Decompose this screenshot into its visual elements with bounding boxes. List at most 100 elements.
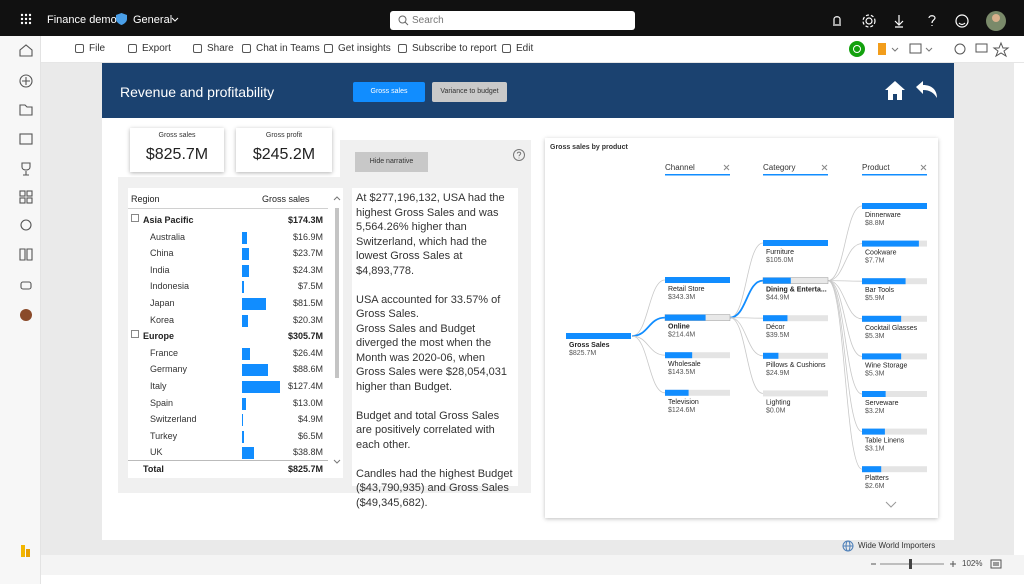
- row-name: Italy: [150, 381, 167, 391]
- node-bar[interactable]: [862, 203, 927, 209]
- connector: [729, 279, 764, 319]
- node-bar[interactable]: [763, 352, 779, 359]
- button-label: Variance to budget: [440, 88, 499, 95]
- node-bar[interactable]: [862, 315, 902, 322]
- workspace-name[interactable]: General: [133, 14, 173, 26]
- group-total: $174.3M: [287, 215, 323, 225]
- toolbar-icon: [398, 44, 407, 53]
- tab-button[interactable]: Gross sales: [353, 82, 425, 102]
- node-name: Platters: [865, 475, 889, 482]
- nav-buttons[interactable]: [882, 78, 942, 104]
- search-box[interactable]: [390, 11, 635, 30]
- narrative-text: Budget and total Gross Sales are positiv…: [356, 409, 500, 451]
- node-bar[interactable]: [763, 277, 791, 284]
- node-value: $0.0M: [766, 407, 786, 414]
- data-bar: [242, 430, 244, 443]
- narrative-paragraph: USA accounted for 33.57% of Gross Sales.…: [356, 293, 516, 395]
- data-bar: [242, 314, 249, 327]
- narrative: At $277,196,132, USA had the highest Gro…: [356, 191, 516, 525]
- root-bar: [566, 333, 631, 339]
- column-header[interactable]: Category: [763, 163, 795, 172]
- node-track: [862, 466, 927, 473]
- node-bar[interactable]: [862, 391, 886, 397]
- close-icon[interactable]: [723, 164, 730, 171]
- column-header[interactable]: Channel: [665, 163, 695, 172]
- fit-icon[interactable]: [990, 558, 1002, 570]
- row-value: $4.9M: [297, 414, 323, 425]
- data-bar: [242, 397, 246, 410]
- node-bar[interactable]: [665, 314, 706, 321]
- search-icon: [398, 15, 409, 26]
- expand-chevron[interactable]: [885, 501, 897, 508]
- node-value: $3.1M: [865, 446, 885, 453]
- report-title: Revenue and profitability: [120, 84, 275, 100]
- data-bar: [242, 231, 248, 244]
- narrative-paragraph: At $277,196,132, USA had the highest Gro…: [356, 191, 516, 278]
- card-value: $825.7M: [145, 146, 209, 163]
- connector: [729, 317, 764, 357]
- row-name: Korea: [150, 314, 175, 325]
- toolbar-item[interactable]: File: [89, 43, 106, 54]
- column-underline: [665, 174, 730, 176]
- toolbar-item[interactable]: Chat in Teams: [256, 43, 320, 54]
- left-nav: [0, 36, 41, 584]
- row-value: $7.5M: [297, 281, 323, 292]
- node-bar[interactable]: [665, 352, 693, 359]
- card-value: $245.2M: [252, 146, 316, 163]
- node-bar[interactable]: [862, 466, 882, 473]
- node-value: $5.9M: [865, 295, 885, 302]
- data-bar: [242, 347, 250, 360]
- narrative-text: Gross Sales and Budget diverged the most…: [356, 322, 508, 393]
- node-bar[interactable]: [665, 277, 730, 283]
- data-bar: [242, 364, 269, 377]
- search-placeholder: Search: [412, 15, 444, 26]
- connector: [631, 316, 666, 337]
- narrative-text: USA accounted for 33.57% of Gross Sales.: [356, 293, 501, 321]
- close-icon[interactable]: [821, 164, 828, 171]
- scrollbar[interactable]: [332, 194, 342, 466]
- toolbar-icon: [128, 44, 137, 53]
- toolbar-item[interactable]: Edit: [516, 43, 534, 54]
- connector: [827, 205, 863, 281]
- node-bar[interactable]: [763, 315, 788, 322]
- node-name: Décor: [766, 324, 785, 331]
- node-bar[interactable]: [862, 240, 919, 247]
- node-bar[interactable]: [665, 389, 689, 396]
- zoom-slider[interactable]: [868, 557, 958, 571]
- column-header[interactable]: Product: [862, 163, 890, 172]
- app-launcher[interactable]: [20, 13, 32, 25]
- node-bar[interactable]: [862, 428, 885, 435]
- node-value: $24.9M: [766, 370, 790, 377]
- node-track: [862, 391, 927, 397]
- node-name: Table Linens: [865, 438, 905, 445]
- card-label: Gross profit: [265, 132, 303, 139]
- toolbar-item[interactable]: Export: [142, 43, 171, 54]
- kpi-card: Gross sales $825.7M: [130, 128, 224, 172]
- tab-button[interactable]: Variance to budget: [432, 82, 507, 102]
- header-underline: [128, 208, 328, 209]
- narrative-paragraph: Budget and total Gross Sales are positiv…: [356, 409, 516, 453]
- connector: [729, 317, 764, 319]
- node-value: $5.3M: [865, 333, 885, 340]
- narrative-box: [352, 188, 518, 486]
- node-bar[interactable]: [862, 353, 902, 360]
- hide-narrative-button[interactable]: Hide narrative: [355, 152, 428, 172]
- toolbar-icon: [324, 44, 333, 53]
- toolbar-item[interactable]: Subscribe to report: [412, 43, 497, 54]
- node-value: $343.3M: [668, 294, 695, 301]
- data-bar: [242, 281, 245, 294]
- node-bar[interactable]: [763, 240, 828, 246]
- row-name: India: [150, 264, 170, 275]
- app-name[interactable]: Finance demo: [47, 14, 117, 26]
- card-label: Gross sales: [158, 132, 196, 139]
- toolbar-item[interactable]: Share: [207, 43, 234, 54]
- close-icon[interactable]: [920, 164, 927, 171]
- kpi-card: Gross profit $245.2M: [236, 128, 332, 172]
- nav-icons[interactable]: [14, 42, 38, 572]
- report-header: [102, 63, 954, 118]
- node-bar[interactable]: [862, 278, 906, 285]
- toolbar-item[interactable]: Get insights: [338, 43, 391, 54]
- help-icon[interactable]: [512, 148, 526, 162]
- group-total: $305.7M: [287, 331, 323, 342]
